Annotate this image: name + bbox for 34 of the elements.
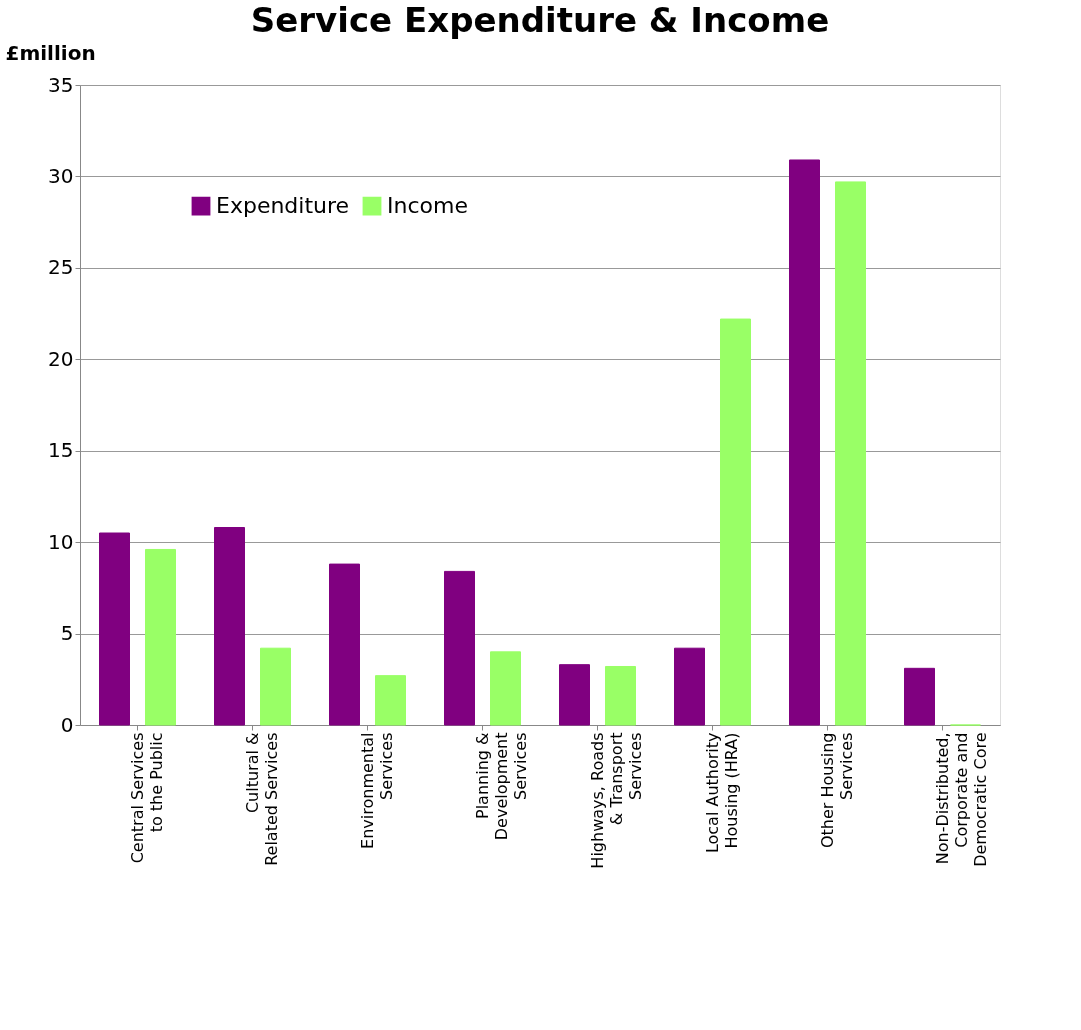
bar <box>789 159 820 726</box>
bar <box>329 563 360 726</box>
x-tick-label: Non-Distributed, Corporate and Democratic Core <box>932 732 990 867</box>
x-tick-label: Planning & Development Services <box>472 732 530 841</box>
x-tick-label: Central Services to the Public <box>127 732 166 864</box>
bar <box>835 181 866 726</box>
bar <box>674 647 705 726</box>
legend-label: Income <box>387 193 468 219</box>
y-tick-label: 35 <box>48 72 74 97</box>
bar <box>490 651 521 726</box>
x-tick-label: Highways, Roads & Transport Services <box>587 732 645 869</box>
bar <box>605 665 636 726</box>
y-tick-label: 30 <box>48 163 74 188</box>
y-tick-label: 20 <box>48 346 74 371</box>
bar <box>559 664 590 726</box>
bar <box>260 647 291 726</box>
bar <box>375 675 406 726</box>
y-axis-title: £million <box>5 40 96 65</box>
x-tick-label: Environmental Services <box>357 732 396 849</box>
x-tick-label: Other Housing Services <box>817 732 856 849</box>
bar <box>720 318 751 726</box>
y-tick-label: 25 <box>48 255 74 280</box>
bar <box>214 527 245 726</box>
bar <box>444 570 475 726</box>
y-tick-label: 10 <box>48 529 74 554</box>
x-tick-label: Local Authority Housing (HRA) <box>702 732 741 854</box>
legend-label: Expenditure <box>216 193 350 219</box>
chart-title: Service Expenditure & Income <box>250 0 830 40</box>
y-tick-label: 5 <box>60 621 74 646</box>
bar <box>99 532 130 726</box>
bar <box>904 667 935 726</box>
y-tick-label: 0 <box>60 712 74 737</box>
bar <box>145 548 176 726</box>
y-tick-label: 15 <box>48 438 74 463</box>
